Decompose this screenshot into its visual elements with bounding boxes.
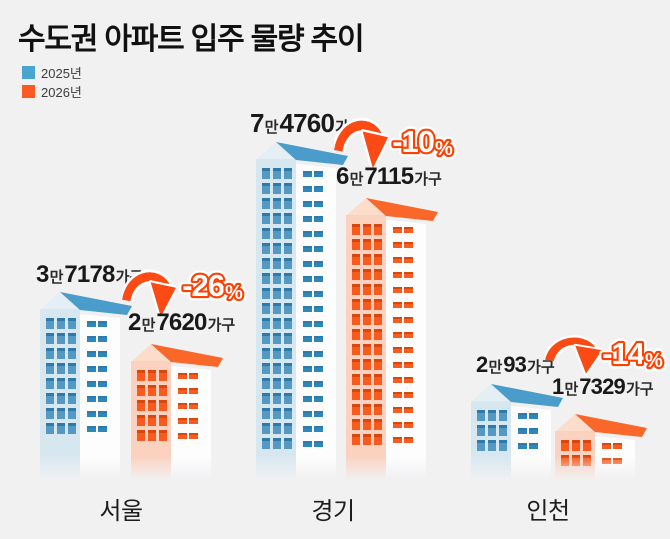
legend-swatch-2025-icon	[22, 66, 35, 79]
svg-text:-26: -26	[182, 268, 225, 303]
decrease-arrow-seoul-icon	[122, 269, 176, 319]
value-seoul-2026: 2 만 7620 가구	[128, 309, 236, 336]
percent-change-incheon: -14 % -14 %	[598, 332, 668, 375]
region-label-gyeonggi: 경기	[311, 498, 355, 525]
svg-text:-26: -26	[182, 268, 225, 303]
building-incheon-2026	[555, 414, 649, 480]
svg-text:-10: -10	[392, 124, 434, 159]
building-gyeonggi-2025	[256, 142, 350, 480]
svg-text:%: %	[435, 138, 453, 160]
region-label-seoul: 서울	[99, 498, 143, 525]
value-seoul-2025: 3 만 7178 가구	[36, 261, 144, 288]
percent-change-seoul: -26 % -26 %	[178, 264, 248, 307]
legend-item-2026: 2026년	[22, 82, 82, 101]
building-gyeonggi-2026	[346, 198, 440, 480]
legend-label-2025: 2025년	[41, 66, 82, 81]
region-label-incheon: 인천	[526, 498, 570, 525]
svg-text:-14: -14	[602, 336, 646, 371]
value-gyeonggi-2026: 6 만 7115 가구	[336, 163, 442, 190]
svg-text:-10: -10	[392, 124, 434, 159]
building-seoul-2025	[40, 292, 134, 480]
legend: 2025년 2026년	[22, 63, 82, 101]
decrease-arrow-incheon-icon	[545, 335, 602, 376]
svg-text:-14: -14	[602, 336, 646, 371]
value-incheon-2026: 1 만 7329 가구	[552, 374, 654, 399]
legend-item-2025: 2025년	[22, 63, 82, 82]
value-incheon-2025: 2 만 93 가구	[476, 352, 555, 377]
svg-text:%: %	[225, 282, 243, 304]
building-seoul-2026	[131, 344, 225, 480]
svg-text:%: %	[645, 350, 663, 372]
legend-label-2026: 2026년	[41, 85, 82, 100]
legend-swatch-2026-icon	[22, 85, 35, 98]
chart-title: 수도권 아파트 입주 물량 추이	[18, 23, 365, 56]
decrease-arrow-gyeonggi-icon	[334, 117, 388, 171]
percent-change-gyeonggi: -10 % -10 %	[388, 120, 458, 163]
building-incheon-2025	[471, 384, 565, 480]
